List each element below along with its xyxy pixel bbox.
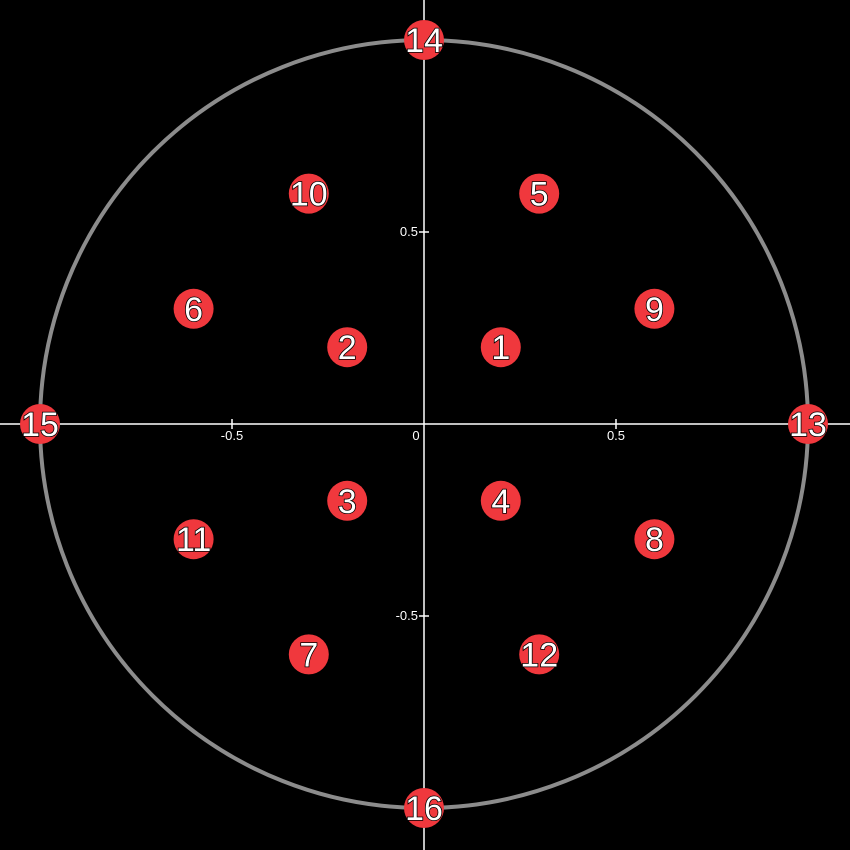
- point-dot: [480, 327, 521, 368]
- point-dot: [173, 288, 214, 329]
- point-marker: 5: [519, 173, 560, 214]
- point-marker: 13: [788, 404, 828, 445]
- point-dot: [173, 519, 214, 560]
- point-label: 16: [405, 790, 443, 828]
- point-marker: 1: [480, 327, 521, 368]
- point-dot: [788, 404, 828, 444]
- point-label: 1: [491, 329, 510, 367]
- point-marker: 12: [519, 634, 560, 675]
- point-label: 2: [338, 329, 357, 367]
- point-label: 14: [405, 22, 443, 60]
- point-label: 3: [338, 483, 357, 521]
- y-tick-label: -0.5: [396, 608, 418, 623]
- point-label: 5: [530, 176, 549, 214]
- point-marker: 10: [288, 173, 329, 214]
- point-label: 11: [176, 521, 211, 559]
- point-label: 13: [789, 406, 827, 444]
- point-marker: 16: [404, 788, 444, 829]
- point-label: 6: [184, 291, 203, 329]
- x-tick-label: -0.5: [221, 428, 243, 443]
- point-dot: [327, 480, 368, 521]
- point-dot: [20, 404, 60, 444]
- point-dot: [288, 173, 329, 214]
- point-marker: 15: [20, 404, 60, 445]
- point-label: 12: [520, 636, 558, 674]
- point-dot: [634, 288, 675, 329]
- point-label: 10: [290, 176, 328, 214]
- point-marker: 8: [634, 519, 675, 560]
- point-marker: 11: [173, 519, 214, 560]
- point-marker: 14: [404, 20, 444, 61]
- point-dot: [634, 519, 675, 560]
- point-dot: [519, 634, 560, 675]
- point-dot: [480, 480, 521, 521]
- point-dot: [519, 173, 560, 214]
- point-marker: 9: [634, 288, 675, 330]
- point-label: 4: [491, 483, 510, 521]
- x-tick-label: 0.5: [607, 428, 625, 443]
- ticks-layer: -0.5 0 0.5 0.5 -0.5: [221, 224, 625, 623]
- point-dot: [327, 327, 368, 368]
- point-marker: 7: [288, 634, 329, 675]
- point-marker: 6: [173, 288, 214, 330]
- point-marker: 4: [480, 480, 521, 522]
- point-label: 7: [299, 636, 318, 674]
- point-label: 8: [645, 521, 664, 559]
- y-tick-label: 0.5: [400, 224, 418, 239]
- point-marker: 2: [327, 327, 368, 368]
- point-dot: [404, 788, 444, 828]
- point-label: 9: [645, 291, 664, 329]
- point-marker: 3: [327, 480, 368, 522]
- point-label: 15: [21, 406, 59, 444]
- x-tick-label: 0: [412, 428, 419, 443]
- point-dot: [404, 20, 444, 60]
- point-dot: [288, 634, 329, 675]
